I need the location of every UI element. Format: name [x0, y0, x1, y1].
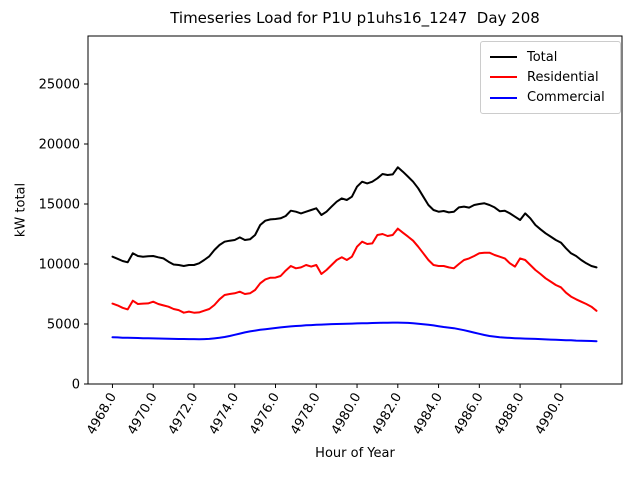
legend-entry-total: Total	[490, 50, 611, 65]
legend-line-total-icon	[490, 56, 517, 59]
axes-frame	[87, 35, 623, 385]
x-tick-label: 4982.0	[370, 391, 406, 438]
legend-label-residential: Residential	[527, 69, 599, 85]
y-tick-label: 5000	[47, 318, 80, 333]
legend-label-total: Total	[527, 49, 558, 65]
chart-title: Timeseries Load for P1U p1uhs16_1247 Day…	[170, 9, 540, 27]
legend-entry-residential: Residential	[490, 70, 611, 85]
y-tick-label: 20000	[39, 138, 80, 153]
legend-entry-commercial: Commercial	[490, 90, 611, 105]
x-tick-label: 4970.0	[125, 391, 161, 438]
x-tick-label: 4990.0	[533, 391, 569, 438]
legend-line-residential-icon	[490, 76, 517, 79]
series-line-residential	[111, 227, 598, 314]
legend-line-commercial-icon	[490, 96, 517, 99]
y-tick-label: 25000	[39, 78, 80, 93]
x-tick-label: 4986.0	[451, 391, 487, 438]
x-tick-label: 4976.0	[247, 391, 283, 438]
series-line-total	[111, 166, 598, 269]
legend-label-commercial: Commercial	[527, 90, 605, 106]
x-tick-label: 4972.0	[166, 391, 202, 438]
x-tick-label: 4984.0	[410, 391, 446, 438]
x-tick-label: 4978.0	[288, 391, 324, 438]
x-tick-label: 4988.0	[492, 391, 528, 438]
series-line-commercial	[111, 321, 598, 343]
x-tick-label: 4968.0	[84, 391, 120, 438]
x-tick-label: 4980.0	[329, 391, 365, 438]
y-tick-label: 0	[72, 378, 80, 393]
y-tick-label: 10000	[39, 258, 80, 273]
x-axis-label: Hour of Year	[315, 446, 395, 461]
x-tick-label: 4974.0	[206, 391, 242, 438]
legend: Total Residential Commercial	[480, 41, 621, 114]
y-tick-label: 15000	[39, 198, 80, 213]
